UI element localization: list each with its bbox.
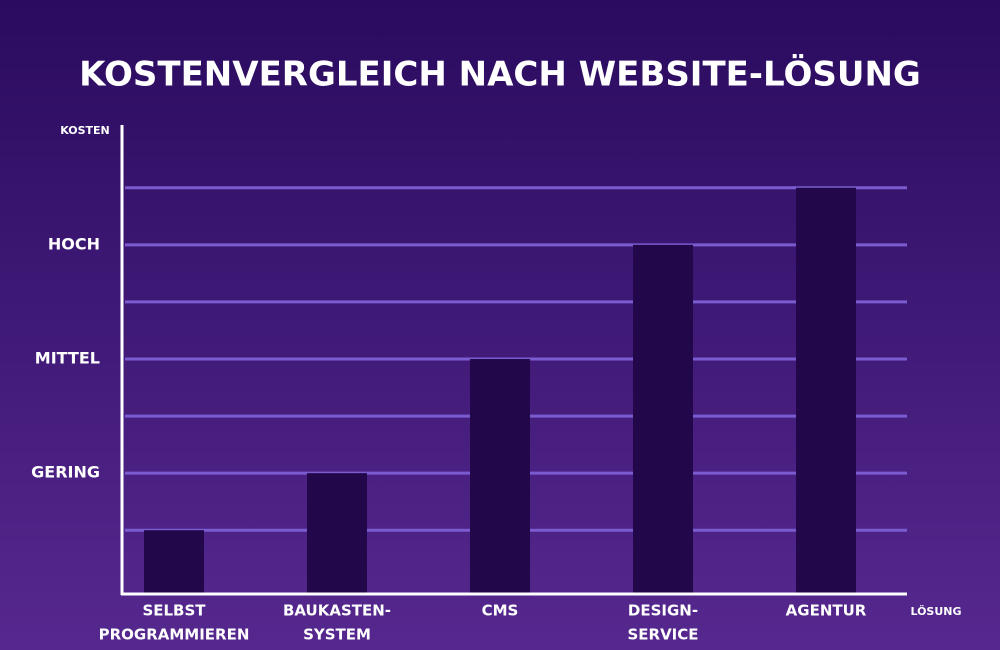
- x-tick-label: SERVICE: [627, 626, 698, 644]
- y-axis-label: KOSTEN: [60, 124, 110, 137]
- y-tick-label: MITTEL: [35, 349, 100, 368]
- chart-title: KOSTENVERGLEICH NACH WEBSITE-LÖSUNG: [79, 54, 921, 95]
- bar: [144, 530, 204, 593]
- x-axis-label: LÖSUNG: [910, 604, 961, 618]
- x-tick-label: DESIGN-: [628, 602, 698, 620]
- y-tick-label: HOCH: [48, 234, 100, 253]
- x-tick-label: BAUKASTEN-: [283, 602, 391, 620]
- y-tick-label: GERING: [31, 463, 100, 482]
- x-tick-label: SELBST: [142, 602, 206, 620]
- x-tick-label: CMS: [482, 602, 519, 620]
- bar: [633, 244, 693, 594]
- bar: [307, 473, 367, 593]
- bar: [470, 359, 530, 593]
- x-tick-label: PROGRAMMIEREN: [99, 626, 250, 644]
- bar: [796, 187, 856, 593]
- x-tick-label: AGENTUR: [786, 602, 867, 620]
- x-tick-label: SYSTEM: [303, 626, 371, 644]
